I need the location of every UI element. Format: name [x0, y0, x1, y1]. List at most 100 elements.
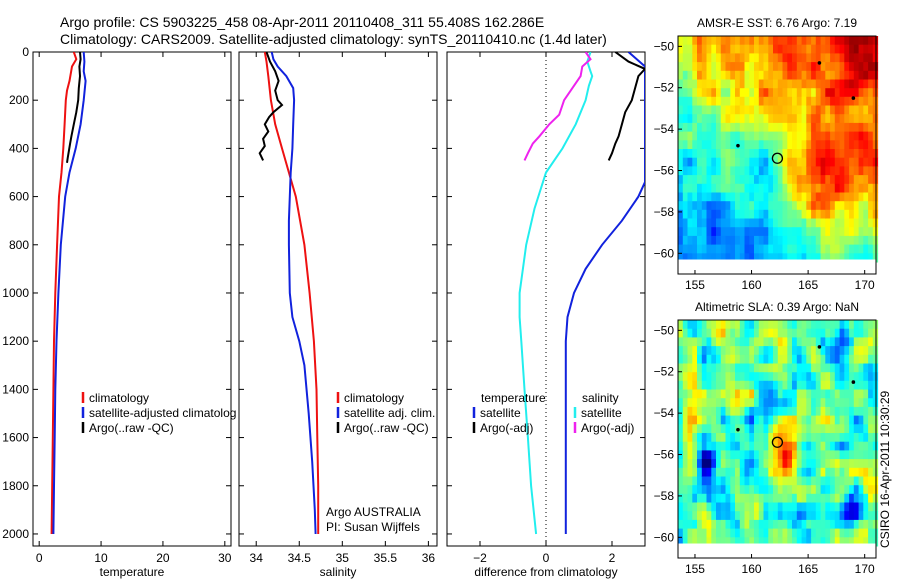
heatmap-cell: [720, 175, 727, 185]
heatmap-cell: [863, 53, 869, 63]
heatmap-cell: [697, 337, 703, 347]
heatmap-cell: [692, 346, 698, 356]
heatmap-cell: [844, 227, 850, 237]
heatmap-cell: [806, 131, 812, 141]
heatmap-cell: [692, 36, 698, 46]
heatmap-cell: [820, 346, 826, 356]
heatmap-cell: [849, 53, 855, 63]
heatmap-cell: [839, 406, 845, 417]
heatmap-cell: [853, 537, 860, 547]
heatmap-cell: [849, 105, 855, 115]
heatmap-cell: [872, 62, 879, 72]
heatmap-cell: [801, 175, 807, 185]
heatmap-cell: [834, 363, 841, 373]
heatmap-cell: [706, 105, 712, 115]
heatmap-cell: [701, 398, 708, 408]
heatmap-cell: [678, 363, 684, 373]
heatmap-cell: [825, 192, 831, 202]
heatmap-cell: [678, 36, 684, 46]
heatmap-cell: [754, 433, 760, 443]
heatmap-cell: [739, 476, 746, 486]
heatmap-cell: [730, 485, 736, 495]
heatmap-cell: [787, 175, 793, 185]
heatmap-cell: [796, 218, 803, 228]
heatmap-cell: [749, 363, 755, 373]
heatmap-cell: [773, 450, 779, 460]
heatmap-cell: [720, 131, 727, 141]
heatmap-cell: [830, 62, 836, 72]
heatmap-cell: [720, 140, 727, 150]
heatmap-cell: [744, 114, 750, 124]
heatmap-cell: [787, 70, 793, 80]
heatmap-cell: [825, 149, 831, 159]
heatmap-cell: [872, 433, 879, 443]
heatmap-cell: [744, 528, 750, 538]
heatmap-cell: [768, 218, 774, 228]
heatmap-cell: [792, 467, 798, 477]
heatmap-cell: [787, 244, 793, 254]
heatmap-cell: [758, 380, 765, 390]
heatmap-cell: [844, 415, 850, 425]
heatmap-cell: [844, 149, 850, 159]
heatmap-cell: [796, 62, 803, 72]
heatmap-cell: [849, 476, 855, 486]
heatmap-cell: [725, 363, 731, 373]
heatmap-cell: [697, 354, 703, 364]
heatmap-cell: [697, 328, 703, 338]
heatmap-cell: [801, 424, 807, 434]
heatmap-cell: [844, 79, 850, 89]
heatmap-cell: [830, 328, 836, 338]
heatmap-cell: [754, 528, 760, 538]
heatmap-cell: [682, 227, 689, 237]
heatmap-cell: [820, 459, 826, 469]
heatmap-cell: [730, 424, 736, 434]
heatmap-cell: [839, 346, 845, 356]
heatmap-cell: [782, 493, 788, 503]
heatmap-cell: [744, 140, 750, 150]
heatmap-cell: [796, 424, 803, 434]
heatmap-cell: [744, 476, 750, 486]
heatmap-cell: [754, 502, 760, 512]
heatmap-cell: [682, 140, 689, 150]
heatmap-cell: [692, 380, 698, 390]
heatmap-cell: [739, 192, 746, 202]
heatmap-cell: [825, 157, 831, 167]
heatmap-cell: [872, 218, 879, 228]
heatmap-cell: [806, 389, 812, 399]
heatmap-cell: [868, 131, 874, 141]
heatmap-cell: [872, 372, 879, 382]
heatmap-cell: [730, 459, 736, 469]
heatmap-cell: [720, 244, 727, 254]
heatmap-cell: [706, 140, 712, 150]
heatmap-cell: [687, 96, 693, 106]
heatmap-cell: [758, 519, 765, 530]
heatmap-cell: [787, 346, 793, 356]
heatmap-cell: [692, 398, 698, 408]
heatmap-cell: [725, 227, 731, 237]
heatmap-cell: [773, 114, 779, 124]
heatmap-cell: [768, 459, 774, 469]
heatmap-cell: [773, 415, 779, 425]
heatmap-cell: [811, 253, 817, 263]
heatmap-cell: [716, 105, 722, 115]
heatmap-cell: [682, 192, 689, 202]
heatmap-cell: [782, 519, 788, 530]
heatmap-cell: [811, 183, 817, 193]
heatmap-cell: [834, 166, 841, 176]
heatmap-cell: [692, 157, 698, 167]
heatmap-cell: [858, 346, 864, 356]
heatmap-cell: [716, 70, 722, 80]
heatmap-cell: [820, 105, 826, 115]
heatmap-cell: [682, 53, 689, 63]
heatmap-cell: [720, 450, 727, 460]
series-group: [50, 52, 87, 535]
heatmap-cell: [844, 209, 850, 219]
heatmap-cell: [792, 424, 798, 434]
heatmap-cell: [796, 140, 803, 150]
heatmap-cell: [820, 175, 826, 185]
heatmap-cell: [830, 44, 836, 54]
heatmap-cell: [711, 485, 717, 495]
heatmap-cell: [739, 519, 746, 530]
heatmap-cell: [811, 459, 817, 469]
heatmap-cell: [730, 519, 736, 530]
